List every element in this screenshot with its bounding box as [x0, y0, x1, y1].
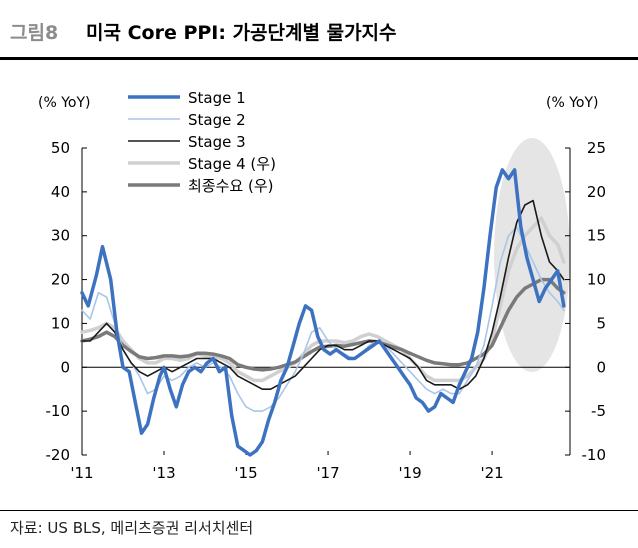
highlight-ellipse: [494, 138, 570, 372]
series-line-1: [81, 226, 565, 412]
legend-label-3: Stage 4 (우): [188, 155, 276, 173]
right-tick-label: 5: [596, 314, 606, 332]
right-tick-label: 0: [596, 358, 606, 376]
source-note: 자료: US BLS, 메리츠증권 리서치센터: [10, 519, 254, 537]
x-tick-label: '15: [234, 464, 257, 482]
right-tick-label: -5: [591, 402, 606, 420]
x-tick-label: '19: [398, 464, 421, 482]
left-tick-label: -10: [46, 402, 71, 420]
left-tick-label: 50: [51, 139, 70, 157]
x-tick-label: '21: [480, 464, 503, 482]
right-tick-label: -10: [582, 446, 607, 464]
legend-label-2: Stage 3: [188, 133, 246, 151]
left-axis-label: (% YoY): [38, 95, 91, 111]
legend-label-4: 최종수요 (우): [188, 177, 273, 195]
left-tick-label: -20: [46, 446, 71, 464]
series-line-0: [80, 168, 566, 457]
legend-label-0: Stage 1: [188, 89, 246, 107]
x-tick-label: '17: [316, 464, 339, 482]
right-axis-label: (% YoY): [546, 95, 599, 111]
x-tick-label: '11: [70, 464, 93, 482]
right-tick-label: 15: [587, 227, 606, 245]
left-tick-label: 30: [51, 227, 70, 245]
figure-number: 그림8: [10, 22, 59, 44]
right-tick-label: 25: [587, 139, 606, 157]
series-lines: [80, 168, 566, 457]
title-bar: 그림8 미국 Core PPI: 가공단계별 물가지수: [0, 0, 638, 60]
left-tick-label: 10: [51, 314, 70, 332]
left-tick-label: 0: [60, 358, 70, 376]
series-line-4: [80, 277, 566, 372]
source-divider: [0, 510, 638, 511]
right-tick-label: 10: [587, 271, 606, 289]
chart-title: 미국 Core PPI: 가공단계별 물가지수: [86, 22, 397, 44]
x-tick-label: '13: [152, 464, 175, 482]
legend: Stage 1 Stage 2 Stage 3 Stage 4 (우) 최종수요 (우): [128, 89, 276, 195]
left-tick-label: 20: [51, 271, 70, 289]
legend-label-1: Stage 2: [188, 111, 246, 129]
left-tick-label: 40: [51, 183, 70, 201]
right-tick-label: 20: [587, 183, 606, 201]
